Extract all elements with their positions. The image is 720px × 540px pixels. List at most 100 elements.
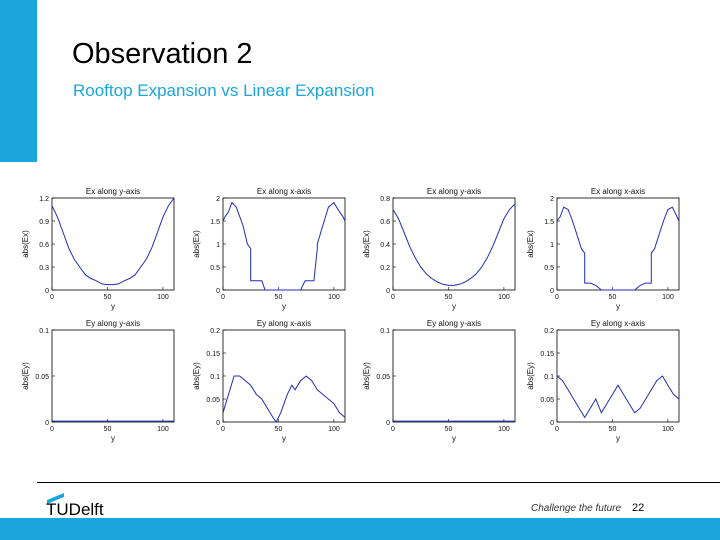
y-axis-label: abs(Ex) — [192, 230, 201, 258]
x-tick-label: 100 — [328, 426, 340, 433]
y-tick-label: 0.05 — [35, 374, 49, 381]
x-tick-label: 50 — [609, 294, 617, 301]
x-tick-label: 0 — [221, 426, 225, 433]
logo-flame-icon — [47, 493, 64, 504]
y-tick-label: 1 — [550, 242, 554, 249]
y-tick-label: 0 — [216, 288, 220, 295]
subplot-5: Ey along y-axis y abs(Ey) 0 0.05 0.1 0 50 100 — [21, 319, 175, 443]
y-axis-label: abs(Ey) — [526, 362, 535, 390]
plot-frame — [556, 197, 680, 291]
y-axis-label: abs(Ex) — [362, 230, 371, 258]
x-tick-label: 100 — [157, 426, 169, 433]
x-tick-label: 100 — [498, 426, 510, 433]
y-tick-label: 0.1 — [39, 328, 49, 335]
y-tick-label: 0.6 — [39, 242, 49, 249]
x-tick-label: 50 — [445, 294, 453, 301]
y-tick-label: 2 — [550, 196, 554, 203]
y-tick-label: 0.2 — [380, 265, 390, 272]
x-tick-label: 50 — [445, 426, 453, 433]
x-tick-label: 0 — [391, 426, 395, 433]
slide-title: Observation 2 — [72, 38, 253, 70]
x-axis-label: y — [452, 434, 456, 443]
series-line — [222, 201, 346, 291]
y-tick-label: 0.05 — [376, 374, 390, 381]
series-line — [222, 375, 346, 423]
x-tick-label: 100 — [662, 426, 674, 433]
subplot-7: Ey along y-axis y abs(Ey) 0 0.05 0.1 0 50 100 — [362, 319, 516, 443]
footer-divider — [37, 482, 720, 483]
y-axis-label: abs(Ey) — [362, 362, 371, 390]
x-axis-label: y — [282, 434, 286, 443]
footer-bar — [0, 518, 720, 540]
subplot-2: Ex along x-axis y abs(Ex) 0 0.5 1 1.5 2 0 50 100 — [192, 187, 346, 311]
x-tick-label: 50 — [104, 426, 112, 433]
subplot-8: Ey along x-axis y abs(Ey) 0 0.05 0.1 0.15 0.2 0 5… — [526, 319, 680, 443]
x-tick-label: 50 — [275, 294, 283, 301]
plot-frame — [392, 197, 516, 291]
y-tick-label: 0 — [386, 420, 390, 427]
y-tick-label: 0 — [550, 420, 554, 427]
tudelft-logo-mark: TUDelft — [46, 493, 104, 519]
x-tick-label: 0 — [555, 294, 559, 301]
x-tick-label: 0 — [50, 294, 54, 301]
plot-title: Ex along x-axis — [591, 187, 645, 196]
x-tick-label: 50 — [609, 426, 617, 433]
tudelft-logo: TUDelft — [44, 488, 124, 523]
plot-frame — [392, 329, 516, 423]
x-tick-label: 0 — [50, 426, 54, 433]
y-tick-label: 0.1 — [210, 374, 220, 381]
x-tick-label: 100 — [498, 294, 510, 301]
slide-subtitle: Rooftop Expansion vs Linear Expansion — [73, 81, 375, 100]
y-tick-label: 1.5 — [210, 219, 220, 226]
y-tick-label: 0 — [216, 420, 220, 427]
y-tick-label: 0.1 — [380, 328, 390, 335]
y-tick-label: 0.6 — [380, 219, 390, 226]
x-tick-label: 50 — [104, 294, 112, 301]
series-line — [51, 197, 175, 286]
y-tick-label: 0.2 — [210, 328, 220, 335]
subplot-6: Ey along x-axis y abs(Ey) 0 0.05 0.1 0.15 0.2 0 5… — [192, 319, 346, 443]
footer-tagline: Challenge the future — [531, 503, 622, 514]
x-axis-label: y — [616, 434, 620, 443]
y-tick-label: 0.05 — [206, 397, 220, 404]
x-tick-label: 0 — [391, 294, 395, 301]
plot-title: Ey along x-axis — [591, 319, 645, 328]
x-axis-label: y — [111, 434, 115, 443]
page-number: 22 — [632, 502, 645, 514]
x-tick-label: 100 — [328, 294, 340, 301]
plot-title: Ex along y-axis — [86, 187, 140, 196]
y-tick-label: 0.15 — [540, 351, 554, 358]
plot-grid: Ex along y-axis y abs(Ex) 0 0.3 0.6 0.9 1.2 0 50 1… — [0, 176, 720, 471]
subplot-1: Ex along y-axis y abs(Ex) 0 0.3 0.6 0.9 1.2 0 50 1… — [21, 187, 175, 311]
y-tick-label: 1.2 — [39, 196, 49, 203]
y-tick-label: 0.3 — [39, 265, 49, 272]
x-tick-label: 0 — [555, 426, 559, 433]
series-line — [392, 203, 516, 286]
y-axis-label: abs(Ex) — [526, 230, 535, 258]
y-tick-label: 0 — [45, 288, 49, 295]
y-tick-label: 1 — [216, 242, 220, 249]
y-tick-label: 0.9 — [39, 219, 49, 226]
y-tick-label: 0.4 — [380, 242, 390, 249]
plot-frame — [51, 197, 175, 291]
plot-title: Ex along y-axis — [427, 187, 481, 196]
y-tick-label: 0.8 — [380, 196, 390, 203]
x-tick-label: 50 — [275, 426, 283, 433]
plot-frame — [222, 197, 346, 291]
plot-frame — [51, 329, 175, 423]
y-tick-label: 0.15 — [206, 351, 220, 358]
y-tick-label: 0.2 — [544, 328, 554, 335]
accent-sidebar — [0, 0, 37, 162]
plot-title: Ey along y-axis — [86, 319, 140, 328]
x-tick-label: 0 — [221, 294, 225, 301]
y-tick-label: 1.5 — [544, 219, 554, 226]
plot-title: Ex along x-axis — [257, 187, 311, 196]
logo-text: TUDelft — [46, 500, 104, 518]
plot-title: Ey along y-axis — [427, 319, 481, 328]
y-tick-label: 0.05 — [540, 397, 554, 404]
y-tick-label: 0 — [386, 288, 390, 295]
y-axis-label: abs(Ex) — [21, 230, 30, 258]
y-tick-label: 0.5 — [210, 265, 220, 272]
x-tick-label: 100 — [157, 294, 169, 301]
subplot-3: Ex along y-axis y abs(Ex) 0 0.2 0.4 0.6 0.8 0 50 1… — [362, 187, 516, 311]
